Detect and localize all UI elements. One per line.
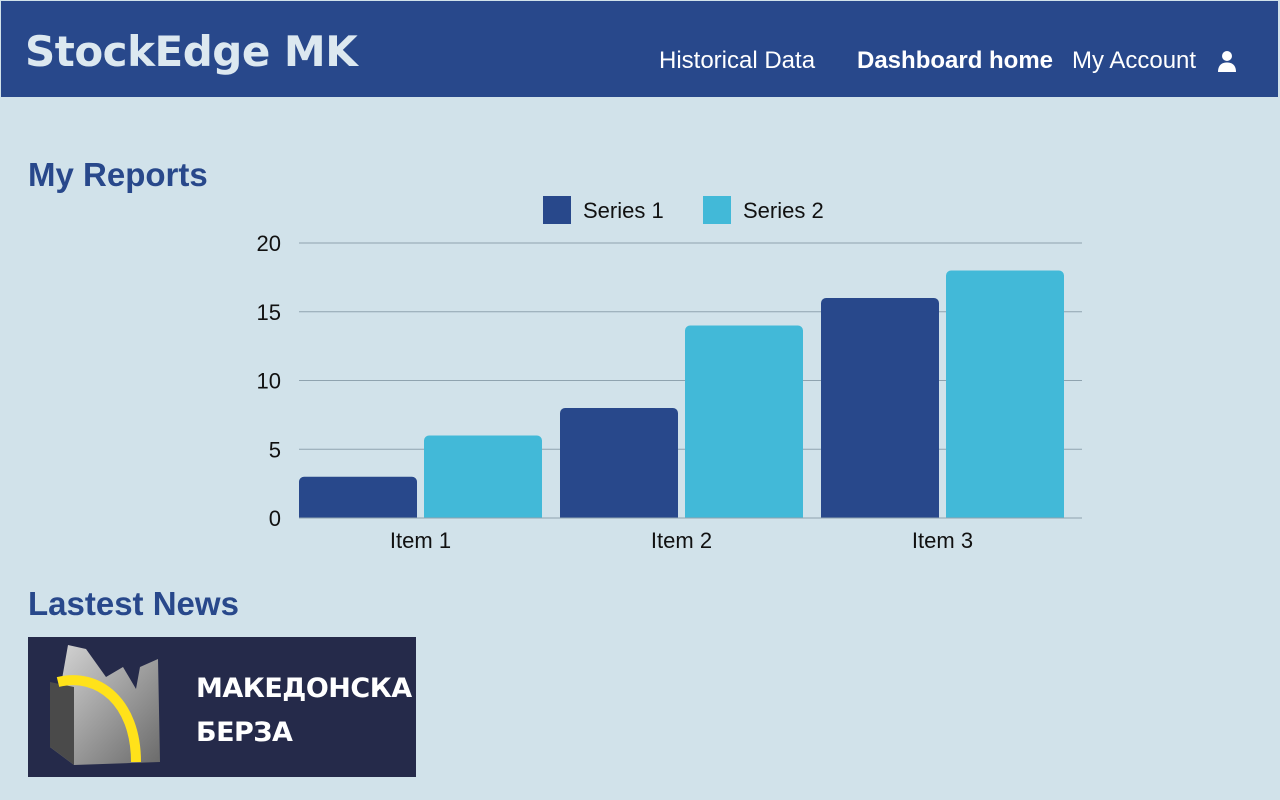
my-reports-title: My Reports (28, 156, 208, 193)
bar-2-1 (424, 435, 542, 518)
y-tick-label: 0 (269, 506, 281, 531)
news-banner-text: МАКЕДОНСКА БЕРЗА (196, 667, 412, 755)
legend-swatch (703, 196, 731, 224)
y-tick-label: 20 (257, 231, 281, 256)
latest-news-title: Lastest News (28, 585, 239, 622)
legend-swatch (543, 196, 571, 224)
news-banner-mse[interactable]: МАКЕДОНСКА БЕРЗА (28, 637, 416, 777)
bar-1-3 (821, 298, 939, 518)
x-tick-label: Item 1 (390, 528, 451, 553)
nav-my-account[interactable]: My Account (1072, 47, 1197, 74)
x-tick-label: Item 2 (651, 528, 712, 553)
bar-base (685, 512, 803, 518)
brand-logo[interactable]: StockEdge MK (25, 27, 358, 76)
y-tick-label: 5 (269, 437, 281, 462)
y-tick-label: 10 (257, 369, 281, 394)
bar-2-2 (685, 325, 803, 518)
bar-base (821, 512, 939, 518)
bar-base (560, 512, 678, 518)
legend-label: Series 2 (743, 198, 824, 223)
top-header: StockEdge MK (1, 1, 1278, 97)
bar-1-2 (560, 408, 678, 518)
bar-2-3 (946, 270, 1064, 518)
y-tick-label: 15 (257, 300, 281, 325)
legend-label: Series 1 (583, 198, 664, 223)
reports-bar-chart: 0 5 10 15 20 Item 1 Item 2 Item 3 Series 1 Series… (257, 196, 1082, 553)
bar-base (424, 512, 542, 518)
bar-1-1 (299, 476, 417, 518)
banner-line-1: МАКЕДОНСКА (196, 673, 412, 704)
banner-line-2: БЕРЗА (196, 717, 293, 748)
bar-base (299, 512, 417, 518)
user-icon[interactable] (1215, 49, 1239, 73)
mse-logo (50, 645, 160, 765)
x-tick-label: Item 3 (912, 528, 973, 553)
nav-dashboard-home[interactable]: Dashboard home (857, 47, 1054, 74)
nav-historical-data[interactable]: Historical Data (659, 47, 816, 74)
bar-base (946, 512, 1064, 518)
